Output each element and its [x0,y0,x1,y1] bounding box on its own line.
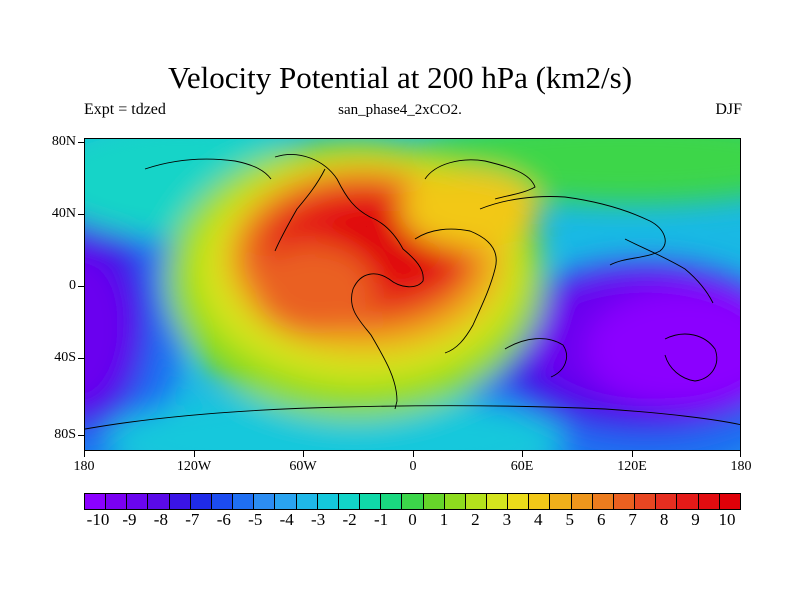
lon-tick [522,451,523,457]
lat-tick [78,358,84,359]
colorbar-label: 6 [596,510,606,529]
colorbar-label: -1 [373,510,389,529]
colorbar-swatch [338,494,361,509]
map-title: Velocity Potential at 200 hPa (km2/s) [167,60,633,95]
colorbar-label: -5 [248,510,263,529]
lat-label-0: 0 [69,278,76,293]
lon-tick [740,451,741,457]
colorbar-swatch [148,494,170,509]
colorbar-swatch [529,494,551,509]
lon-tick [632,451,633,457]
colorbar-swatch [254,494,276,509]
lat-label-40s: 40S [54,350,76,365]
lon-label-0: 0 [409,459,417,474]
colorbar-label: -3 [311,510,326,529]
colorbar-label: 7 [628,510,637,529]
velocity-potential-map [84,138,741,451]
lat-label-40n: 40N [51,206,76,221]
colorbar-swatch [233,494,255,509]
colorbar-swatch [423,494,445,509]
colorbar-label: -10 [86,510,110,529]
colorbar-label: -7 [185,510,200,529]
lat-tick [78,214,84,215]
colorbar-label: 3 [502,510,512,529]
colorbar-label: -9 [122,510,137,529]
colorbar-swatch [211,494,234,509]
lat-tick [78,286,84,287]
map-subtitle: san_phase4_2xCO2. [338,102,462,118]
coastlines [85,154,740,430]
colorbar-swatch [169,494,191,509]
colorbar-swatch [127,494,149,509]
colorbar-label: -8 [153,510,168,529]
colorbar-label: -2 [342,510,357,529]
season-label: DJF [715,101,742,118]
lat-label-80s: 80S [54,427,76,442]
lat-label-80n: 80N [51,134,76,149]
colorbar-label: 1 [439,510,449,529]
colorbar-swatch [508,494,530,509]
colorbar-swatch [317,494,339,509]
colorbar-swatch [190,494,212,509]
colorbar-swatch [656,494,678,509]
colorbar-swatch [296,494,318,509]
colorbar-label: 2 [471,510,480,529]
lon-label-60w: 60W [289,459,317,474]
colorbar-swatch [444,494,466,509]
lon-label-120e: 120E [617,459,647,474]
colorbar-swatch [106,494,128,509]
colorbar-label: -6 [216,510,231,529]
colorbar [84,493,741,510]
colorbar-label: 4 [534,510,543,529]
colorbar-swatch [613,494,636,509]
colorbar-swatch [571,494,593,509]
colorbar-label: 0 [408,510,417,529]
colorbar-label: 8 [659,510,669,529]
colorbar-swatch [85,494,107,509]
colorbar-swatch [465,494,487,509]
lon-label-120w: 120W [176,459,212,474]
lat-tick [78,142,84,143]
lon-label-180w: 180 [73,459,95,474]
colorbar-swatch [592,494,614,509]
colorbar-swatch [402,494,424,509]
lat-tick [78,435,84,436]
colorbar-label: 9 [691,510,700,529]
lon-tick [84,451,85,457]
colorbar-swatch [698,494,720,509]
colorbar-swatch [635,494,657,509]
colorbar-swatch [381,494,403,509]
colorbar-swatch [275,494,297,509]
colorbar-swatch [719,494,740,509]
filled-contour-field [85,139,740,450]
colorbar-swatch [677,494,699,509]
lon-label-180e: 180 [730,459,752,474]
experiment-label: Expt = tdzed [84,101,166,118]
colorbar-swatch [550,494,572,509]
colorbar-label: 10 [718,510,736,529]
lon-label-60e: 60E [510,459,534,474]
colorbar-swatch [360,494,382,509]
lon-tick [413,451,414,457]
colorbar-swatch [486,494,509,509]
colorbar-label: -4 [279,510,294,529]
colorbar-label: 5 [565,510,575,529]
lon-tick [303,451,304,457]
lon-tick [194,451,195,457]
